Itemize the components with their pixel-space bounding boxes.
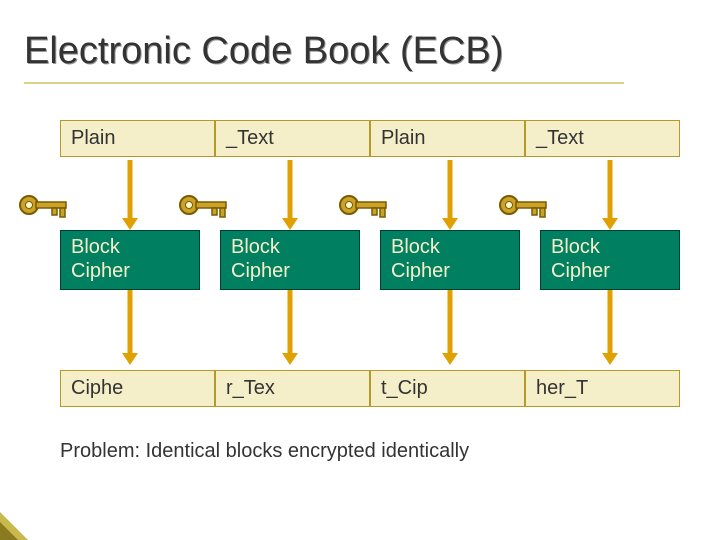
key-icon — [18, 190, 73, 220]
cipher-box: BlockCipher — [380, 230, 520, 290]
cipher-box: BlockCipher — [60, 230, 200, 290]
cipher-block: BlockCipher — [380, 230, 520, 290]
key-icon — [338, 190, 393, 220]
plaintext-cell: _Text — [525, 120, 680, 157]
cell-text: Plain — [71, 127, 115, 149]
cipher-block: BlockCipher — [220, 230, 360, 290]
key-icon — [178, 190, 233, 220]
ciphertext-cell: Ciphe — [60, 370, 215, 407]
ciphertext-cell: r_Tex — [215, 370, 370, 407]
plaintext-cell: Plain — [60, 120, 215, 157]
cipher-block-row: BlockCipher BlockCipher BlockCipher — [60, 230, 680, 290]
ciphertext-cell: her_T — [525, 370, 680, 407]
plaintext-cell: _Text — [215, 120, 370, 157]
ciphertext-cell: t_Cip — [370, 370, 525, 407]
plaintext-cell: Plain — [370, 120, 525, 157]
title-underline — [24, 82, 624, 84]
cell-text: _Text — [536, 127, 584, 149]
plaintext-row: Plain _Text Plain _Text — [60, 120, 680, 157]
page-corner-fold-icon — [0, 512, 28, 540]
cipher-block: BlockCipher — [540, 230, 680, 290]
cipher-box: BlockCipher — [540, 230, 680, 290]
cell-text: Ciphe — [71, 377, 123, 399]
cipher-block: BlockCipher — [60, 230, 200, 290]
cell-text: t_Cip — [381, 377, 428, 399]
cell-text: _Text — [226, 127, 274, 149]
cell-text: her_T — [536, 377, 588, 399]
footer-text: Problem: Identical blocks encrypted iden… — [60, 440, 469, 463]
cell-text: Plain — [381, 127, 425, 149]
page-title: Electronic Code Book (ECB) — [24, 30, 503, 73]
key-icon — [498, 190, 553, 220]
cell-text: r_Tex — [226, 377, 275, 399]
cipher-box: BlockCipher — [220, 230, 360, 290]
ciphertext-row: Ciphe r_Tex t_Cip her_T — [60, 370, 680, 407]
